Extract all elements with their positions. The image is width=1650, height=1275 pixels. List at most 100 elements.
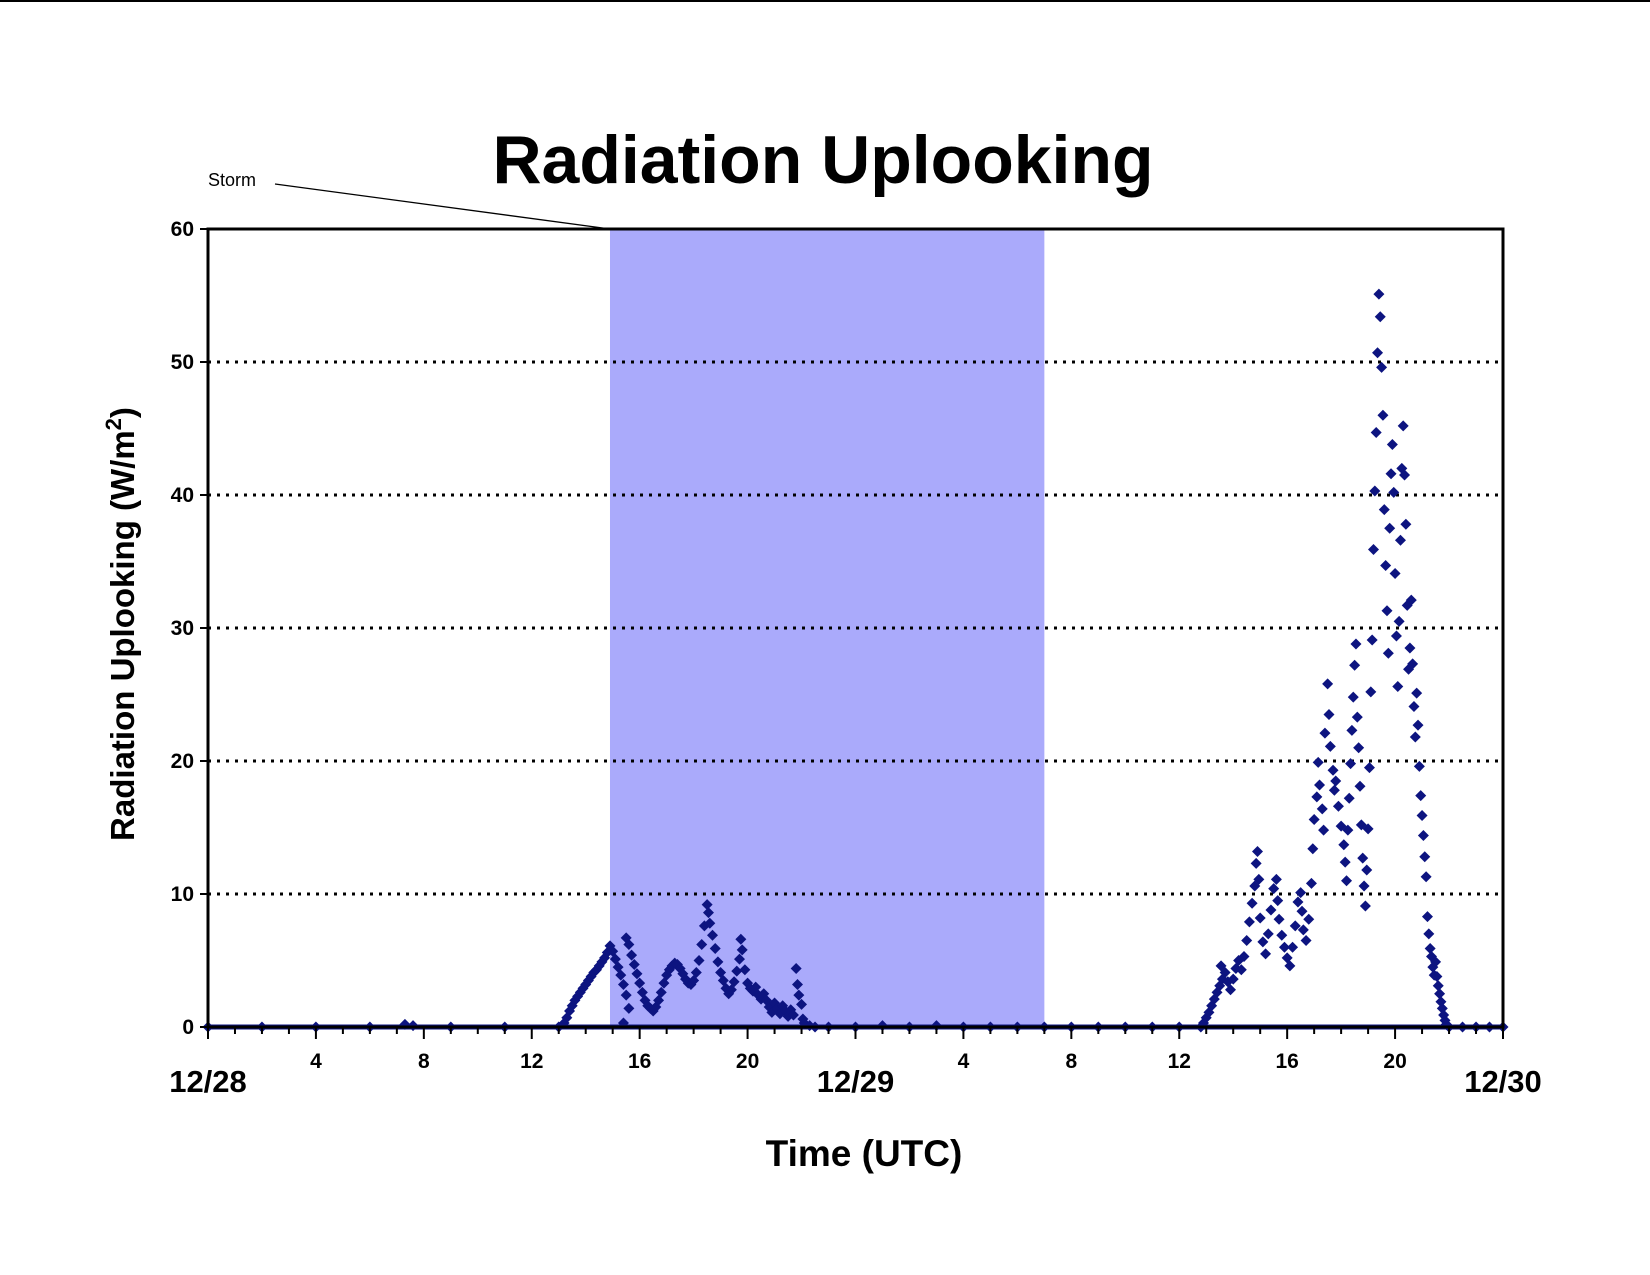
data-point <box>1276 929 1288 941</box>
data-point <box>1345 758 1357 770</box>
data-point <box>1342 824 1354 836</box>
data-point <box>1268 883 1280 895</box>
data-point <box>1289 920 1301 932</box>
data-point <box>1316 803 1328 815</box>
data-point <box>1358 880 1370 892</box>
data-point <box>1400 518 1412 530</box>
data-point <box>1412 719 1424 731</box>
data-point <box>626 949 638 961</box>
data-point <box>1419 851 1431 863</box>
data-point <box>1303 913 1315 925</box>
data-point <box>1394 534 1406 546</box>
data-point <box>739 964 751 976</box>
data-point <box>1351 711 1363 723</box>
data-point <box>1363 762 1375 774</box>
data-point <box>1392 681 1404 693</box>
data-point <box>1346 724 1358 736</box>
data-point <box>1287 941 1299 953</box>
data-point <box>796 998 808 1010</box>
y-tick-label: 20 <box>171 750 194 773</box>
x-date-label: 12/28 <box>169 1064 247 1099</box>
data-point <box>1372 347 1384 359</box>
y-tick-label: 0 <box>182 1016 194 1039</box>
data-point <box>1397 420 1409 432</box>
data-point <box>1227 973 1239 985</box>
data-point <box>1382 647 1394 659</box>
data-point <box>634 977 646 989</box>
y-tick-labels: 0 10 20 30 40 50 60 <box>171 218 194 1039</box>
x-hour-label: 20 <box>736 1050 759 1073</box>
chart-title: Radiation Uplooking <box>492 122 1153 198</box>
data-point <box>1434 988 1446 1000</box>
data-point <box>1332 800 1344 812</box>
data-point <box>791 978 803 990</box>
data-point <box>1370 426 1382 438</box>
data-point <box>1388 486 1400 498</box>
data-point <box>1404 642 1416 654</box>
data-point <box>1319 727 1331 739</box>
data-point <box>1357 852 1369 864</box>
x-hour-label: 12 <box>520 1050 543 1073</box>
data-point <box>1284 960 1296 972</box>
y-axis-label: Radiation Uplooking (W/m2) <box>101 407 141 841</box>
data-point <box>1328 784 1340 796</box>
data-point <box>617 978 629 990</box>
data-point <box>1347 691 1359 703</box>
data-point <box>1415 790 1427 802</box>
data-point <box>1424 943 1436 955</box>
data-point <box>1349 659 1361 671</box>
x-hour-label: 20 <box>1383 1050 1406 1073</box>
data-point <box>1389 567 1401 579</box>
data-point <box>1324 740 1336 752</box>
data-point <box>1265 904 1277 916</box>
y-axis-label-superscript: 2 <box>101 418 126 430</box>
data-point <box>631 968 643 980</box>
data-point <box>1374 311 1386 323</box>
data-point <box>1311 791 1323 803</box>
data-point <box>1305 877 1317 889</box>
data-point <box>615 969 627 981</box>
data-point <box>728 976 740 988</box>
data-point <box>1350 638 1362 650</box>
data-point <box>1362 823 1374 835</box>
data-point <box>1359 900 1371 912</box>
data-point <box>1307 843 1319 855</box>
storm-annotation-label: Storm <box>208 170 256 190</box>
data-point <box>1260 948 1272 960</box>
y-axis-label-main: Radiation Uplooking (W/m <box>104 430 141 841</box>
data-point <box>1296 905 1308 917</box>
data-point <box>1411 687 1423 699</box>
data-point <box>1292 896 1304 908</box>
storm-annotation-leader <box>274 183 611 230</box>
data-point <box>1365 686 1377 698</box>
x-hour-label: 12 <box>1168 1050 1191 1073</box>
data-point <box>1405 594 1417 606</box>
y-tick-label: 60 <box>171 218 194 241</box>
data-point <box>1278 941 1290 953</box>
data-point <box>1262 928 1274 940</box>
data-point <box>1323 708 1335 720</box>
data-point <box>1423 928 1435 940</box>
data-point <box>1378 504 1390 516</box>
data-point <box>1399 469 1411 481</box>
data-point <box>707 929 719 941</box>
data-point <box>1330 775 1342 787</box>
data-point <box>1295 887 1307 899</box>
data-point <box>690 966 702 978</box>
x-hour-label: 8 <box>1065 1050 1077 1073</box>
data-point <box>1343 792 1355 804</box>
data-point <box>1339 856 1351 868</box>
data-point <box>1314 779 1326 791</box>
x-tick-labels: 4 8 12 16 20 4 8 12 16 20 12/28 12/29 12/30 <box>169 1050 1542 1099</box>
data-point <box>1377 409 1389 421</box>
data-point <box>655 986 667 998</box>
data-point <box>1431 970 1443 982</box>
data-point <box>1408 700 1420 712</box>
data-point <box>628 958 640 970</box>
data-point <box>620 989 632 1001</box>
data-point <box>623 1002 635 1014</box>
data-point <box>1225 984 1237 996</box>
data-point <box>1369 485 1381 497</box>
data-point <box>1273 913 1285 925</box>
